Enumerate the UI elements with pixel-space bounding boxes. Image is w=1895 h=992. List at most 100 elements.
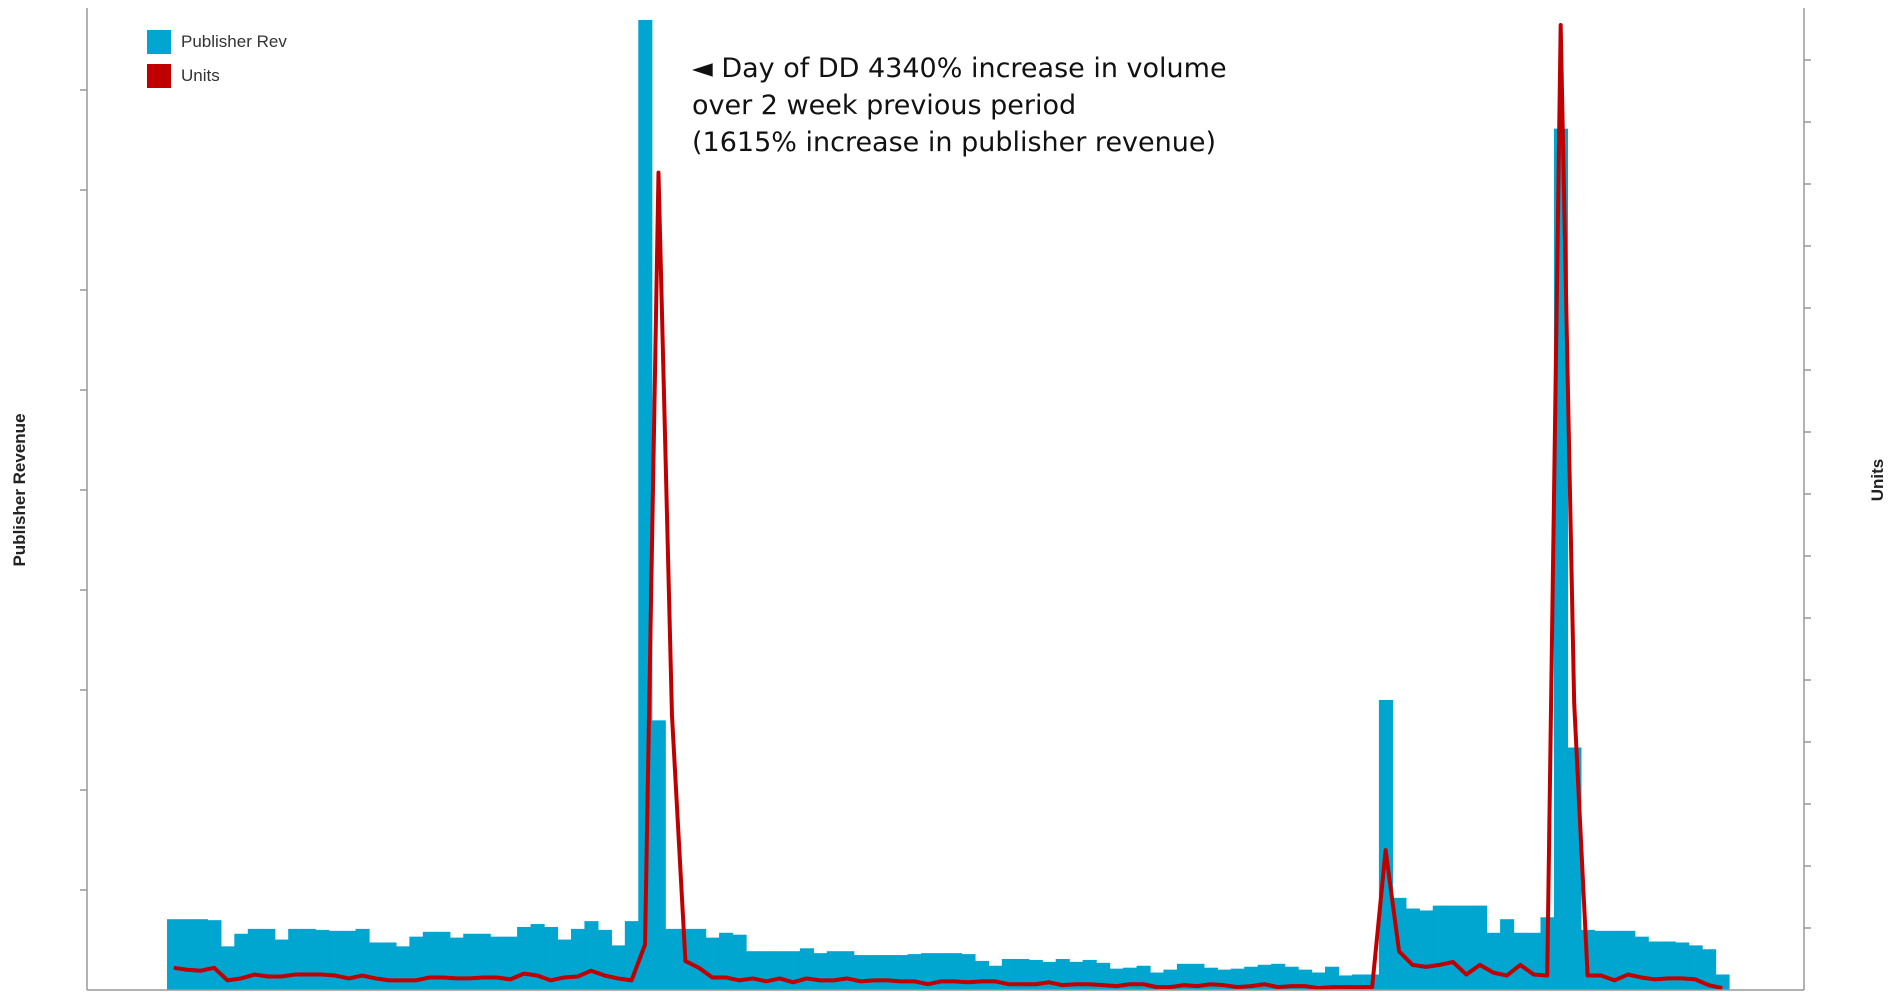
bar-publisher-rev — [597, 929, 612, 990]
bar-publisher-rev — [1675, 942, 1690, 990]
bar-publisher-rev — [732, 934, 747, 990]
bar-publisher-rev — [1271, 963, 1286, 990]
bar-publisher-rev — [409, 936, 424, 990]
axes-layer — [80, 8, 1811, 991]
bar-publisher-rev — [422, 931, 437, 990]
bar-publisher-rev — [584, 921, 599, 990]
bar-publisher-rev — [261, 928, 276, 990]
bar-publisher-rev — [611, 945, 626, 990]
bar-publisher-rev — [1661, 941, 1676, 990]
bar-publisher-rev — [517, 926, 532, 990]
annotation-day-of-dd: ◄ Day of DD 4340% increase in volume ove… — [692, 50, 1227, 161]
bar-publisher-rev — [1634, 936, 1649, 990]
bar-publisher-rev — [395, 946, 410, 990]
bar-publisher-rev — [1594, 930, 1609, 990]
bar-publisher-rev — [772, 951, 788, 990]
bar-publisher-rev — [867, 955, 882, 990]
bar-publisher-rev — [1325, 966, 1340, 990]
annotation-line-3: (1615% increase in publisher revenue) — [692, 127, 1217, 158]
bar-publisher-rev — [220, 946, 235, 990]
bar-publisher-rev — [974, 960, 989, 990]
bar-publisher-rev — [1513, 932, 1528, 990]
bar-publisher-rev — [1500, 919, 1515, 990]
bar-publisher-rev — [503, 936, 518, 990]
bar-publisher-rev — [449, 937, 464, 990]
bar-publisher-rev — [880, 955, 895, 990]
annotation-line-1: ◄ Day of DD 4340% increase in volume — [692, 53, 1227, 84]
bar-publisher-rev — [1419, 910, 1434, 990]
bar-publisher-rev — [490, 936, 505, 990]
bar-publisher-rev — [826, 951, 841, 990]
bar-publisher-rev — [921, 953, 936, 990]
bar-publisher-rev — [570, 928, 586, 990]
bar-publisher-rev — [274, 939, 289, 990]
bar-publisher-rev — [961, 954, 976, 990]
y-axis-label-left: Publisher Revenue — [10, 413, 29, 567]
bar-publisher-rev — [840, 951, 855, 990]
bar-publisher-rev — [476, 933, 491, 990]
bar-publisher-rev — [1527, 932, 1542, 990]
bar-publisher-rev — [368, 942, 384, 990]
legend-item-publisher-rev: Publisher Rev — [147, 25, 287, 59]
bar-publisher-rev — [1432, 905, 1447, 990]
bar-publisher-rev — [234, 933, 249, 990]
bar-publisher-rev — [1607, 930, 1622, 990]
bar-publisher-rev — [948, 953, 963, 990]
bar-publisher-rev — [436, 931, 451, 990]
bar-publisher-rev — [315, 929, 330, 990]
bar-publisher-rev — [1486, 932, 1501, 990]
bar-publisher-rev — [813, 953, 828, 990]
bar-publisher-rev — [799, 948, 814, 990]
bar-publisher-rev — [463, 933, 478, 990]
bar-publisher-rev — [1648, 941, 1663, 990]
line-layer — [173, 23, 1723, 991]
bar-publisher-rev — [934, 953, 949, 990]
bar-publisher-rev — [247, 928, 262, 990]
bars-layer — [167, 20, 1730, 990]
bar-publisher-rev — [1702, 949, 1717, 990]
bar-publisher-rev — [894, 955, 909, 990]
bar-publisher-rev — [1378, 699, 1393, 990]
bar-publisher-rev — [988, 965, 1003, 990]
bar-publisher-rev — [1473, 905, 1488, 990]
bar-publisher-rev — [1055, 958, 1070, 990]
bar-publisher-rev — [193, 919, 208, 990]
bar-publisher-rev — [1042, 961, 1057, 990]
bar-publisher-rev — [328, 930, 343, 990]
legend-item-units: Units — [147, 59, 287, 93]
line-units — [173, 23, 1723, 991]
bar-publisher-rev — [746, 951, 761, 990]
bar-publisher-rev — [544, 926, 559, 990]
y-axis-label-right: Units — [1868, 458, 1887, 502]
bar-publisher-rev — [705, 937, 720, 990]
bar-publisher-rev — [288, 928, 303, 990]
bar-publisher-rev — [1405, 908, 1420, 990]
annotation-line-2: over 2 week previous period — [692, 90, 1077, 121]
bar-publisher-rev — [207, 920, 222, 990]
legend-swatch-units — [147, 64, 171, 88]
bar-publisher-rev — [180, 919, 195, 990]
bar-publisher-rev — [1621, 930, 1636, 990]
legend: Publisher Rev Units — [147, 25, 287, 93]
bar-publisher-rev — [719, 932, 734, 990]
bar-publisher-rev — [342, 930, 357, 990]
legend-label-units: Units — [181, 66, 220, 85]
bar-publisher-rev — [1446, 905, 1461, 990]
legend-swatch-publisher-rev — [147, 30, 171, 54]
bar-publisher-rev — [301, 928, 316, 990]
bar-publisher-rev — [355, 928, 370, 990]
bar-publisher-rev — [382, 942, 397, 990]
bar-publisher-rev — [1459, 905, 1474, 990]
bar-publisher-rev — [557, 939, 572, 990]
bar-publisher-rev — [1190, 963, 1205, 990]
bar-publisher-rev — [167, 919, 182, 990]
bar-publisher-rev — [651, 720, 666, 990]
bar-publisher-rev — [665, 928, 680, 990]
bar-publisher-rev — [692, 928, 707, 990]
bar-publisher-rev — [853, 955, 868, 990]
bar-publisher-rev — [530, 924, 545, 990]
bar-publisher-rev — [759, 951, 774, 990]
legend-label-publisher-rev: Publisher Rev — [181, 32, 287, 51]
bar-publisher-rev — [907, 954, 922, 990]
